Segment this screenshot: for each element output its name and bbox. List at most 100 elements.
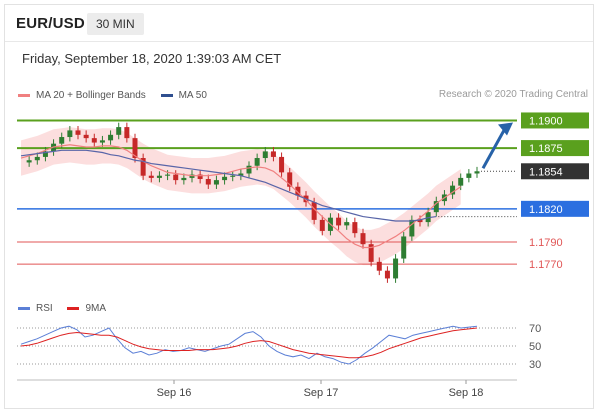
timestamp: Friday, September 18, 2020 1:39:03 AM CE… — [22, 51, 282, 66]
level-labels-layer: 1.1900 1.1875 1.1820 1.1790 1.1770 1.1854 — [521, 112, 589, 271]
bollinger-band — [21, 127, 461, 266]
candle-body — [319, 219, 325, 231]
candle-body — [148, 175, 154, 178]
legend-label-ma50: MA 50 — [178, 90, 207, 101]
candle-body — [99, 140, 105, 143]
candle-body — [458, 177, 464, 186]
candle-body — [26, 160, 32, 163]
candle-body — [450, 185, 456, 195]
candle-body — [254, 158, 260, 166]
candle-body — [360, 233, 366, 245]
forecast-arrow-head — [498, 122, 513, 136]
rsi-line — [20, 325, 478, 365]
candle-body — [140, 158, 146, 176]
price-levels-layer — [17, 119, 517, 265]
ma20-line — [20, 144, 462, 249]
price-level-tag — [521, 200, 589, 217]
chart-header: EUR/USD 30 MIN — [5, 5, 593, 42]
candle-body — [336, 217, 342, 226]
candle-body — [311, 202, 317, 220]
legend-label-9ma: 9MA — [85, 303, 107, 314]
legend-item-ma50: MA 50 — [160, 90, 207, 101]
candle-body — [344, 222, 350, 226]
candle-body — [376, 261, 382, 271]
instrument-pair: EUR/USD — [16, 15, 85, 32]
candle-body — [173, 174, 179, 181]
candle-body — [238, 173, 244, 176]
forecast-arrow-shaft — [481, 127, 507, 170]
ma-lines-layer — [20, 122, 517, 249]
candle-body — [230, 175, 236, 177]
candle-body — [262, 151, 268, 159]
price-legend: MA 20 + Bollinger Bands MA 50 — [18, 89, 219, 101]
candle-body — [401, 236, 407, 259]
rsi-legend: RSI 9MA — [18, 302, 118, 314]
candle-body — [42, 151, 48, 157]
candle-body — [270, 151, 276, 157]
candle-body — [165, 174, 171, 176]
ma50-line — [20, 149, 437, 222]
time-tick-label: Sep 18 — [449, 387, 484, 399]
candle-body — [91, 138, 97, 143]
legend-item-rsi: RSI — [18, 303, 53, 314]
candle-body — [132, 138, 138, 159]
candle-body — [417, 219, 423, 223]
price-level-label: 1.1790 — [529, 237, 563, 249]
legend-swatch-rsi — [18, 307, 30, 310]
time-tick-label: Sep 17 — [304, 387, 339, 399]
candle-body — [222, 176, 228, 181]
price-level-label: 1.1900 — [529, 115, 563, 127]
rsi-tick-label: 30 — [529, 359, 541, 371]
candle-body — [433, 201, 439, 213]
price-level-tag — [521, 140, 589, 157]
candle-body — [34, 156, 40, 161]
chart-canvas: 1.1900 1.1875 1.1820 1.1790 1.1770 1.1854 70 5… — [17, 112, 589, 399]
legend-label-rsi: RSI — [36, 303, 53, 314]
candle-body — [83, 134, 89, 139]
candle-body — [205, 179, 211, 185]
rsi-tick-label: 70 — [529, 323, 541, 335]
candle-body — [287, 172, 293, 187]
credit-text: Research © 2020 Trading Central — [438, 89, 588, 100]
candle-body — [59, 137, 65, 144]
bollinger-band-layer — [21, 127, 461, 266]
candle-body — [156, 175, 162, 178]
candle-body — [197, 174, 203, 180]
price-level-label: 1.1875 — [529, 143, 563, 155]
candle-body — [116, 127, 122, 135]
candle-body — [67, 130, 73, 138]
legend-swatch-ma50 — [160, 94, 173, 97]
legend-label-ma20: MA 20 + Bollinger Bands — [36, 90, 146, 101]
current-price-tag — [521, 163, 589, 180]
candle-body — [474, 171, 480, 174]
candle-body — [368, 244, 374, 262]
legend-swatch-9ma — [67, 307, 80, 310]
current-price-label: 1.1854 — [529, 166, 563, 178]
price-level-label: 1.1770 — [529, 259, 563, 271]
price-level-tag — [521, 112, 589, 129]
candle-body — [295, 186, 301, 196]
candle-body — [466, 173, 472, 178]
legend-item-ma20: MA 20 + Bollinger Bands — [18, 90, 146, 101]
candle-body — [409, 219, 415, 237]
candle-body — [279, 156, 285, 173]
candle-body — [213, 180, 219, 185]
candle-body — [75, 130, 81, 135]
rsi-panel: 70 50 30 — [17, 323, 541, 371]
candle-body — [246, 165, 252, 174]
price-level-label: 1.1820 — [529, 204, 563, 216]
candle-body — [393, 258, 399, 279]
legend-swatch-ma20 — [18, 94, 30, 97]
candle-body — [352, 222, 358, 234]
time-tick-label: Sep 16 — [157, 387, 192, 399]
candle-body — [181, 177, 187, 181]
legend-item-9ma: 9MA — [67, 303, 106, 314]
candle-body — [384, 270, 390, 279]
chart-widget: EUR/USD 30 MIN Friday, September 18, 202… — [4, 4, 594, 409]
candle-body — [108, 134, 114, 141]
timeframe-badge[interactable]: 30 MIN — [87, 13, 144, 35]
time-axis: Sep 16 Sep 17 Sep 18 — [17, 379, 517, 399]
candle-body — [124, 127, 130, 139]
rsi-tick-label: 50 — [529, 341, 541, 353]
rsi-9ma-line — [20, 327, 478, 359]
